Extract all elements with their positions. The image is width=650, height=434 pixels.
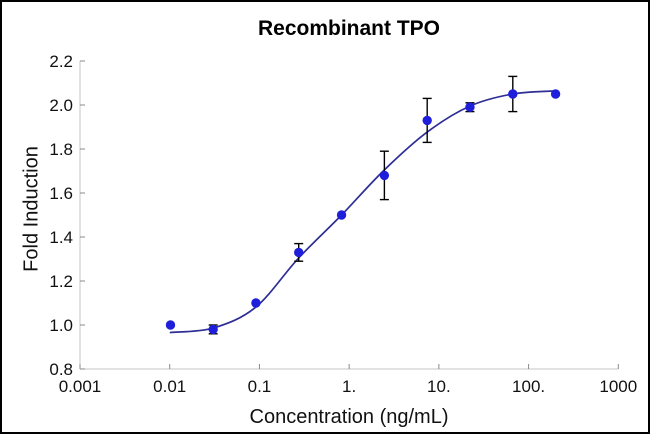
y-tick-label: 1.6 (49, 184, 73, 203)
x-tick-label: 1. (342, 377, 356, 396)
data-point (336, 210, 347, 220)
y-tick-label: 1.0 (49, 316, 73, 335)
y-tick-label: 0.8 (49, 360, 73, 379)
y-tick-label: 1.8 (49, 140, 73, 159)
x-tick-label: 0.001 (59, 377, 102, 396)
data-point (294, 247, 304, 258)
x-tick-label: 0.01 (153, 377, 186, 396)
x-axis-label: Concentration (ng/mL) (249, 406, 449, 428)
y-tick-label: 2.2 (49, 52, 73, 71)
data-point (379, 170, 390, 181)
data-point (508, 89, 518, 99)
x-tick-label: 10. (427, 377, 451, 396)
fit-curve (169, 90, 557, 334)
y-axis-label: Fold Induction (20, 146, 43, 272)
data-point (208, 324, 218, 335)
chart-title: Recombinant TPO (257, 17, 441, 40)
data-point (550, 89, 561, 99)
x-tick-label: 0.1 (248, 377, 272, 396)
data-point (422, 115, 432, 126)
data-point (165, 320, 176, 330)
y-tick-label: 2.0 (49, 96, 73, 115)
x-tick-label: 100. (512, 377, 545, 396)
y-tick-label: 1.4 (49, 228, 73, 247)
data-point (465, 102, 475, 112)
y-tick-label: 1.2 (49, 272, 73, 291)
data-point (251, 298, 261, 308)
x-tick-label: 1000 (599, 377, 637, 396)
